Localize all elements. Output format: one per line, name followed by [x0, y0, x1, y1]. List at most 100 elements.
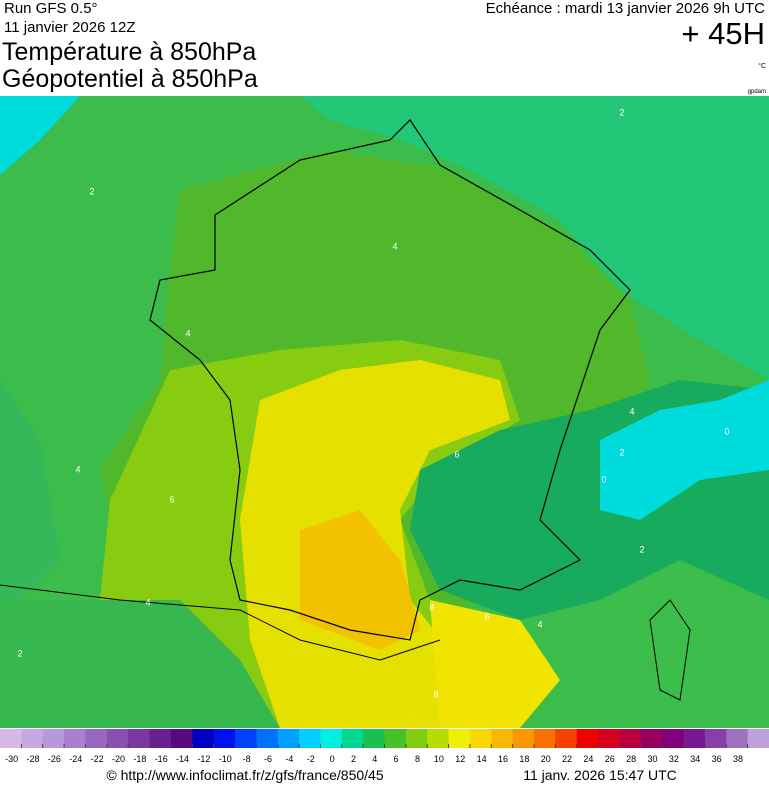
colorbar-tick-label: -6: [264, 754, 272, 764]
colorbar-tick-label: 4: [372, 754, 377, 764]
field-cold-corner: [0, 96, 80, 175]
contour-label: 4: [145, 597, 150, 607]
colorbar-tick-label: 18: [519, 754, 529, 764]
colorbar-tick-label: -2: [307, 754, 315, 764]
lead-time: + 45H: [681, 16, 765, 51]
contour-label: 8: [429, 602, 434, 612]
colorbar-tick-label: 36: [712, 754, 722, 764]
valid-time: Echéance : mardi 13 janvier 2026 9h UTC: [486, 0, 765, 17]
colorbar-swatch: [747, 729, 769, 748]
colorbar-tick-label: 20: [541, 754, 551, 764]
contour-label: 4: [185, 328, 190, 338]
colorbar-swatch: [299, 729, 321, 748]
contour-label: 2: [619, 447, 624, 457]
unit: °C: [758, 62, 766, 70]
contour-label: 4: [392, 241, 397, 251]
source-url: © http://www.infoclimat.fr/z/gfs/france/…: [106, 767, 383, 783]
colorbar-tick-label: 10: [434, 754, 444, 764]
colorbar-tick-label: -22: [91, 754, 104, 764]
colorbar-swatch: [619, 729, 642, 748]
contour-label: 2: [89, 186, 94, 196]
colorbar-tick-label: 8: [415, 754, 420, 764]
field-southwest: [0, 600, 280, 728]
contour-label: 0: [724, 426, 729, 436]
colorbar-swatch: [384, 729, 407, 748]
colorbar-swatch: [469, 729, 492, 748]
colorbar-swatch: [128, 729, 151, 748]
contour-label: 2: [619, 107, 624, 117]
colorbar-swatch: [598, 729, 620, 748]
colorbar-tick-label: 32: [669, 754, 679, 764]
colorbar-swatch: [106, 729, 129, 748]
run-label: Run GFS 0.5°: [4, 0, 98, 17]
colorbar-swatch: [726, 729, 749, 748]
title: Température à 850hPa: [2, 38, 256, 66]
timestamp: 11 janv. 2026 15:47 UTC: [523, 767, 677, 783]
colorbar-swatch: [512, 729, 535, 748]
field-orange: [300, 510, 420, 650]
colorbar-swatch: [234, 729, 257, 748]
colorbar-tick-label: 12: [455, 754, 465, 764]
colorbar-tick-label: 34: [690, 754, 700, 764]
colorbar-swatch: [0, 729, 22, 748]
field-northeast: [300, 96, 769, 380]
contour-label: 2: [17, 648, 22, 658]
field-cold-alps: [600, 380, 769, 520]
contour-label: 6: [484, 611, 489, 621]
colorbar-tick-label: 22: [562, 754, 572, 764]
contour-label: 4: [75, 464, 80, 474]
colorbar-tick-label: -10: [219, 754, 232, 764]
colorbar-swatch: [256, 729, 279, 748]
colorbar-swatch: [662, 729, 685, 748]
colorbar-tick-label: -20: [112, 754, 125, 764]
colorbar-tick-label: -28: [27, 754, 40, 764]
colorbar-swatch: [704, 729, 727, 748]
colorbar-swatch: [683, 729, 706, 748]
colorbar-swatch: [85, 729, 108, 748]
contour-label: 0: [601, 474, 606, 484]
colorbar-swatch: [149, 729, 172, 748]
colorbar-tick-label: -14: [176, 754, 189, 764]
colorbar-swatch: [363, 729, 385, 748]
colorbar-tick-label: 24: [583, 754, 593, 764]
credit: gpdam: [748, 89, 766, 95]
colorbar-swatch: [320, 729, 343, 748]
colorbar-swatch: [213, 729, 236, 748]
field-mediterranean: [430, 600, 560, 728]
colorbar-tick-label: 30: [648, 754, 658, 764]
colorbar-swatch: [576, 729, 599, 748]
colorbar-swatch: [64, 729, 86, 748]
contour-label: 6: [169, 494, 174, 504]
contour-label: 2: [639, 544, 644, 554]
colorbar-tick-label: -4: [285, 754, 293, 764]
colorbar-swatch: [405, 729, 428, 748]
run-date: 11 janvier 2026 12Z: [4, 19, 135, 36]
colorbar-tick-label: 14: [477, 754, 487, 764]
map-field: [0, 96, 769, 728]
france-outline: [149, 119, 631, 641]
colorbar-swatch: [341, 729, 364, 748]
contour-label: 4: [629, 406, 634, 416]
colorbar-swatch: [170, 729, 193, 748]
colorbar-swatch: [192, 729, 215, 748]
colorbar-tick-label: 2: [351, 754, 356, 764]
field-west: [0, 380, 60, 620]
colorbar-tick-label: -24: [69, 754, 82, 764]
spain-coast: [0, 584, 441, 661]
colorbar-tick-label: 26: [605, 754, 615, 764]
colorbar-swatch: [640, 729, 663, 748]
colorbar-swatch: [555, 729, 578, 748]
colorbar-tick-label: 16: [498, 754, 508, 764]
colorbar-swatch: [21, 729, 44, 748]
colorbar-tick-label: -16: [155, 754, 168, 764]
colorbar-swatch: [448, 729, 471, 748]
colorbar-tick-label: 28: [626, 754, 636, 764]
colorbar-swatch: [491, 729, 514, 748]
colorbar-tick-label: 6: [394, 754, 399, 764]
colorbar-swatch: [427, 729, 450, 748]
colorbar-swatch: [42, 729, 65, 748]
colorbar-tick-label: -26: [48, 754, 61, 764]
contour-label: 4: [537, 619, 542, 629]
